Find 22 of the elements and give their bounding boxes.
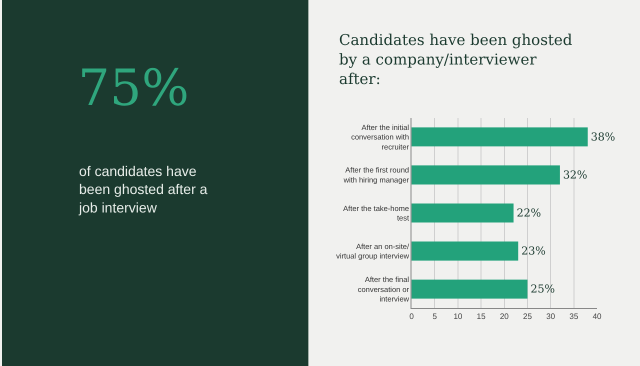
x-tick-label: 25 (523, 312, 532, 321)
x-tick-label: 30 (546, 312, 556, 321)
chart-title: Candidates have been ghosted by a company/interviewer after: (339, 31, 573, 88)
x-tick-label: 20 (500, 312, 510, 321)
data-label: 25% (530, 282, 555, 296)
bar (412, 165, 560, 184)
x-tick-label: 40 (592, 312, 602, 321)
data-label: 32% (562, 168, 588, 182)
x-tick-label: 5 (432, 312, 438, 321)
data-label: 38% (590, 130, 616, 144)
text: 75% (78, 59, 190, 117)
bar (412, 242, 518, 261)
data-label: 23% (521, 244, 546, 258)
x-tick-label: 0 (409, 312, 414, 321)
bar (412, 203, 514, 223)
text: of candidates have been ghosted after a job interview (78, 163, 208, 216)
x-tick-label: 10 (453, 312, 463, 321)
bar (412, 127, 588, 146)
data-label: 22% (516, 206, 542, 220)
x-tick-label: 15 (476, 312, 486, 321)
bar (412, 280, 528, 299)
x-tick-label: 35 (569, 312, 579, 321)
